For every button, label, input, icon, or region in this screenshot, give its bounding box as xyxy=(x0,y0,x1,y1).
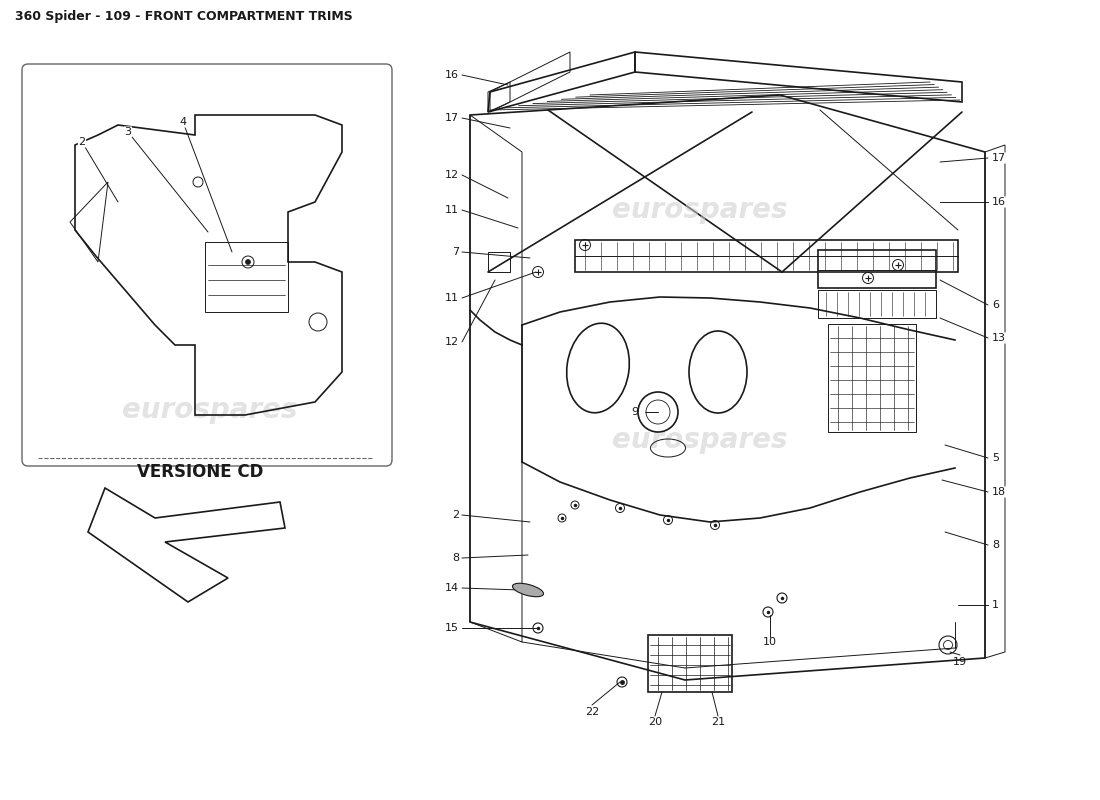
Bar xyxy=(828,324,916,432)
Text: 5: 5 xyxy=(992,453,999,463)
Text: 11: 11 xyxy=(446,293,459,303)
Text: 13: 13 xyxy=(992,333,1007,343)
Text: 17: 17 xyxy=(992,153,1007,163)
Text: 360 Spider - 109 - FRONT COMPARTMENT TRIMS: 360 Spider - 109 - FRONT COMPARTMENT TRI… xyxy=(15,10,353,23)
Text: VERSIONE CD: VERSIONE CD xyxy=(136,463,263,481)
Text: eurospares: eurospares xyxy=(613,426,788,454)
Bar xyxy=(818,250,936,288)
Text: 17: 17 xyxy=(444,113,459,123)
Text: 10: 10 xyxy=(763,637,777,647)
Text: 21: 21 xyxy=(711,717,725,727)
Text: eurospares: eurospares xyxy=(122,396,298,424)
Text: 18: 18 xyxy=(992,487,1007,497)
Circle shape xyxy=(245,259,251,265)
Text: 8: 8 xyxy=(452,553,459,563)
FancyBboxPatch shape xyxy=(22,64,392,466)
Text: 20: 20 xyxy=(648,717,662,727)
Text: 14: 14 xyxy=(444,583,459,593)
Text: 9: 9 xyxy=(631,407,639,417)
Text: 4: 4 xyxy=(179,117,187,127)
Ellipse shape xyxy=(513,583,543,597)
Text: 16: 16 xyxy=(446,70,459,80)
Text: eurospares: eurospares xyxy=(613,196,788,224)
Text: 7: 7 xyxy=(452,247,459,257)
Text: 3: 3 xyxy=(124,127,132,137)
Text: 6: 6 xyxy=(992,300,999,310)
Text: 8: 8 xyxy=(992,540,999,550)
Text: 2: 2 xyxy=(78,137,86,147)
Text: 22: 22 xyxy=(585,707,600,717)
Text: 11: 11 xyxy=(446,205,459,215)
Text: 1: 1 xyxy=(992,600,999,610)
Text: 12: 12 xyxy=(444,170,459,180)
Text: 16: 16 xyxy=(992,197,1007,207)
Text: 12: 12 xyxy=(444,337,459,347)
Text: 15: 15 xyxy=(446,623,459,633)
Text: 19: 19 xyxy=(953,657,967,667)
Text: 2: 2 xyxy=(452,510,459,520)
Bar xyxy=(818,290,936,318)
Polygon shape xyxy=(88,488,285,602)
